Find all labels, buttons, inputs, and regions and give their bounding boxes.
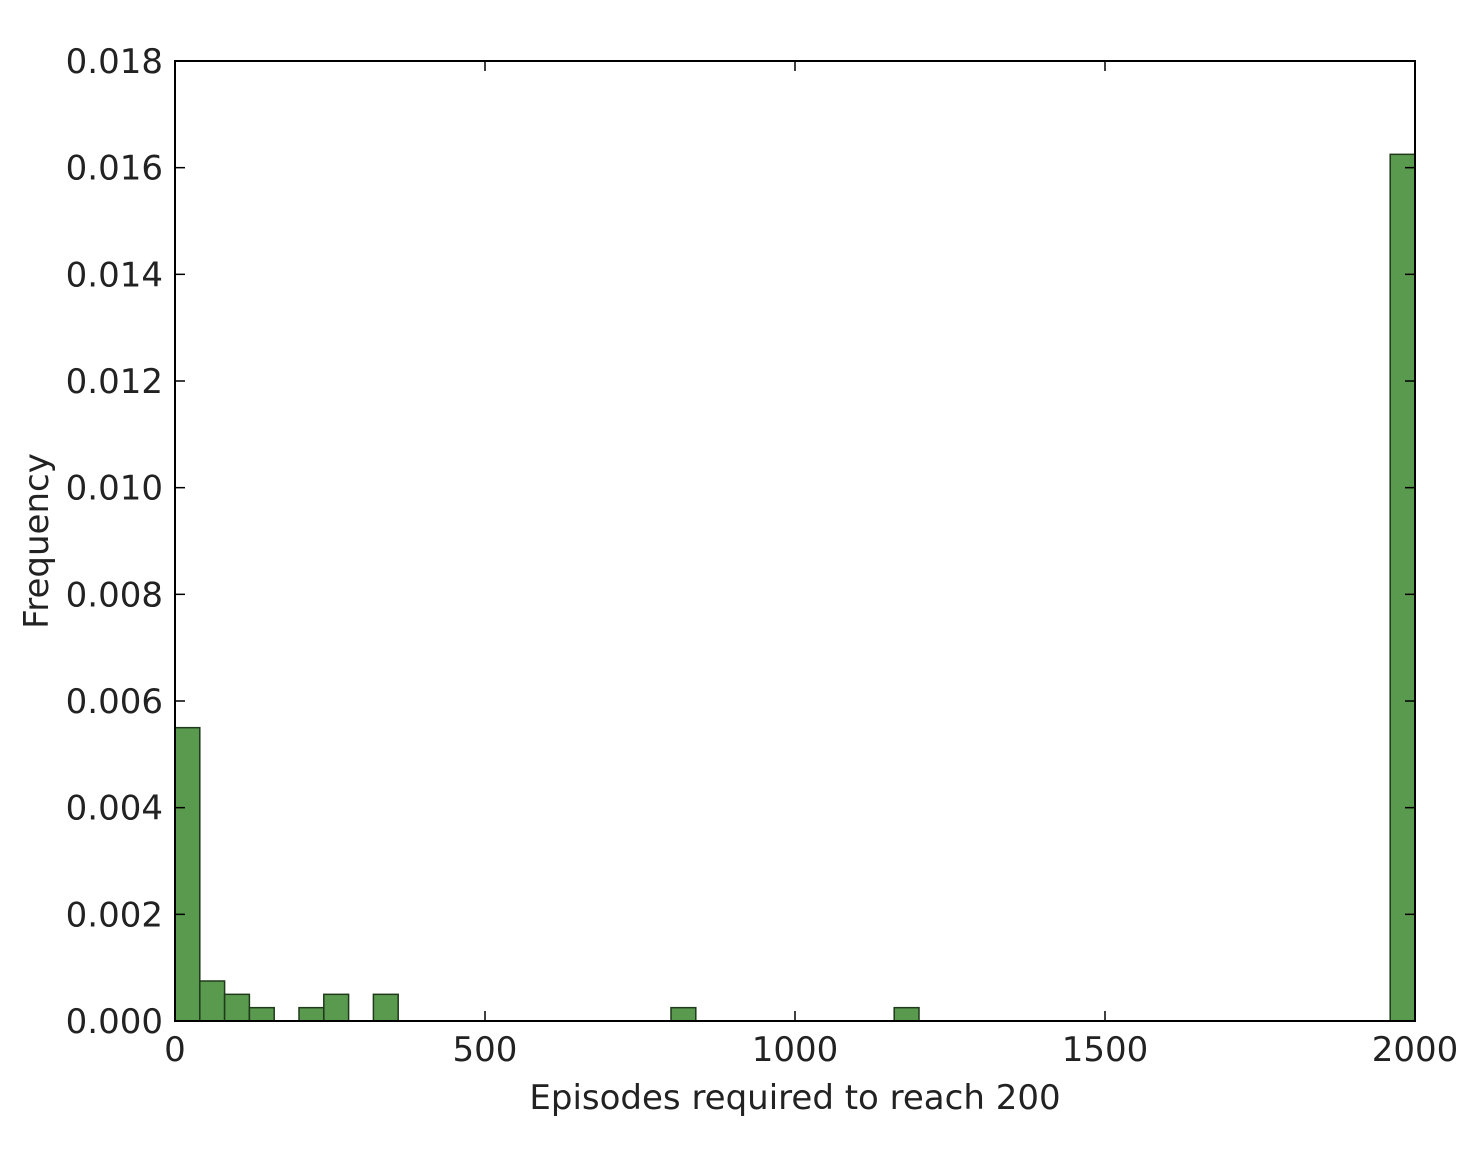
x-tick-label: 500 — [453, 1030, 518, 1070]
histogram-bar — [670, 1006, 697, 1022]
plot-frame — [174, 60, 1416, 1022]
y-tick-label: 0.018 — [66, 42, 163, 82]
histogram-bar — [1389, 153, 1416, 1022]
y-tick-label: 0.004 — [66, 789, 163, 829]
x-tick-label: 1500 — [1062, 1030, 1149, 1070]
y-tick-label: 0.006 — [66, 682, 163, 722]
y-tick-label: 0.014 — [66, 255, 163, 295]
histogram-bar — [248, 1006, 275, 1022]
y-tick-label: 0.016 — [66, 149, 163, 189]
x-axis-label: Episodes required to reach 200 — [529, 1078, 1060, 1118]
y-tick-labels: 0.000 0.002 0.004 0.006 0.008 0.010 0.012 0.014… — [66, 42, 163, 1042]
histogram-bar — [199, 980, 226, 1022]
histogram-bar — [893, 1006, 920, 1022]
histogram-bar — [174, 726, 201, 1022]
y-tick-label: 0.012 — [66, 362, 163, 402]
x-tick-label: 1000 — [752, 1030, 839, 1070]
bars-group — [174, 153, 1416, 1022]
histogram-bar — [323, 993, 350, 1022]
x-tick-label: 2000 — [1372, 1030, 1459, 1070]
x-tick-label: 0 — [164, 1030, 186, 1070]
y-tick-label: 0.008 — [66, 575, 163, 615]
ticks-group — [174, 60, 1416, 1022]
histogram-bar — [372, 993, 399, 1022]
y-tick-label: 0.010 — [66, 469, 163, 509]
x-tick-labels: 0 500 1000 1500 2000 — [164, 1030, 1458, 1070]
histogram-bar — [223, 993, 251, 1022]
histogram-bar — [298, 1006, 325, 1022]
y-tick-label: 0.000 — [66, 1002, 163, 1042]
y-tick-label: 0.002 — [66, 895, 163, 935]
y-axis-label: Frequency — [17, 453, 57, 629]
